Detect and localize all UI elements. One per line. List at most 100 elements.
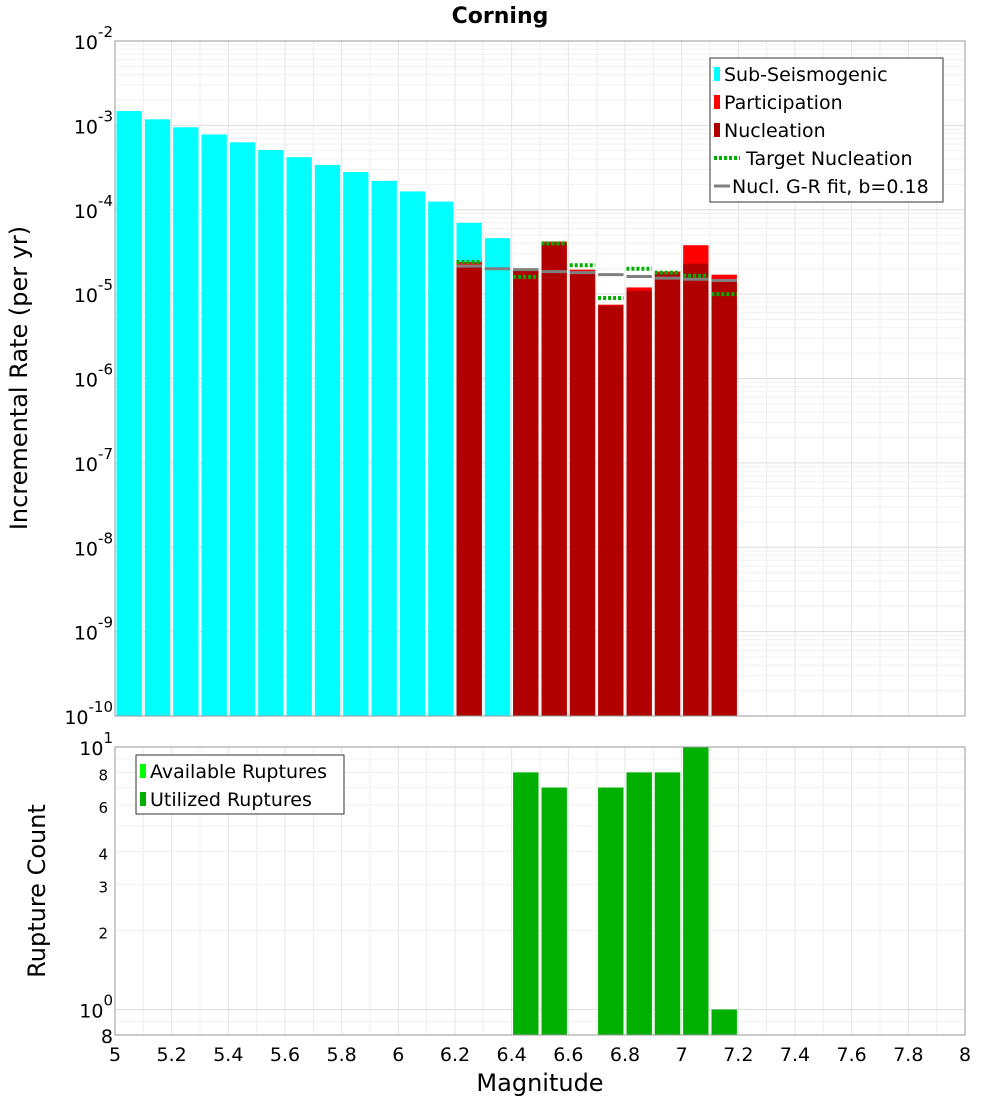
chart-title: Corning [452,4,549,29]
sub-seismogenic-bar [399,191,426,717]
y-tick-label: 6 [98,799,108,817]
x-ticks: 5 5.2 5.4 5.6 5.8 6 6.2 6.4 6.6 6.8 7 7.2 7.4 7.6 7.8 8 [109,1044,971,1066]
y-tick-label: 10-9 [74,614,113,645]
x-tick-label: 7.8 [893,1044,923,1066]
y-tick-label: 10-6 [74,361,113,392]
legend-label: Available Ruptures [150,761,327,783]
legend-label: Sub-Seismogenic [724,64,888,86]
x-tick-label: 6.4 [497,1044,527,1066]
x-tick-label: 7.4 [780,1044,810,1066]
utilized-ruptures-bar [626,772,652,1035]
sub-seismogenic-bar [201,134,227,717]
x-tick-label: 6 [392,1044,404,1066]
y-tick-label: 10-8 [74,529,113,560]
utilized-ruptures-bar [513,772,539,1035]
rate-plot-grid [114,40,966,717]
x-tick-label: 7.2 [723,1044,753,1066]
legend-label: Nucleation [724,120,826,142]
y-tick-label: 10-5 [74,276,113,307]
x-tick-label: 8 [959,1044,971,1066]
sub-seismogenic-bar [314,164,341,716]
legend-entry-nucleation: Nucleation [714,120,826,142]
y-tick-label: 3 [98,878,108,896]
legend-entry-nucl-g-r-fit-b-0-18: Nucl. G-R fit, b=0.18 [714,176,929,198]
y-tick-label: 10-7 [74,445,113,476]
sub-seismogenic-bar [343,172,369,716]
y-tick-label: 10-10 [64,698,113,729]
y-tick-label: 2 [98,925,108,943]
x-tick-label: 6.6 [553,1044,583,1066]
x-tick-label: 5.8 [327,1044,357,1066]
nucleation-bar [456,265,482,716]
legend-label: Participation [724,92,843,114]
utilized-ruptures-bar [598,787,624,1035]
x-tick-label: 5.2 [157,1044,187,1066]
y-tick-label: 8 [98,766,108,784]
rate-legend: Sub-Seismogenic Participation Nucleation Ta… [709,57,944,203]
x-tick-label: 7 [676,1044,688,1066]
legend-swatch [714,123,720,137]
count-plot-frame [114,746,966,1036]
x-tick-label: 5.6 [270,1044,300,1066]
nucleation-bar [711,280,737,716]
nucleation-bar [569,271,596,716]
legend-swatch [140,764,146,778]
nucleation-bar [626,290,652,716]
legend-label: Target Nucleation [745,148,913,170]
utilized-ruptures-bar [711,1009,737,1035]
legend-label: Nucl. G-R fit, b=0.18 [732,176,929,198]
y-tick-label: 10-3 [74,107,113,138]
legend-entry-utilized-ruptures: Utilized Ruptures [140,789,312,811]
y-tick-label: 8 [101,1026,113,1048]
y-tick-label: 4 [98,845,108,863]
nucleation-bar [598,305,624,716]
y-tick-label: 10-2 [74,23,113,54]
rate-plot-frame [114,40,966,717]
legend-entry-participation: Participation [714,92,843,114]
x-tick-label: 6.8 [610,1044,640,1066]
nucleation-bar [513,269,539,716]
legend-entry-available-ruptures: Available Ruptures [140,761,327,783]
count-legend: Available Ruptures Utilized Ruptures [135,754,345,815]
rate-plot-lines [456,241,737,300]
legend-box [135,754,345,815]
utilized-ruptures-bar [683,747,709,1035]
sub-seismogenic-bar [371,180,397,716]
count-plot: 8 100 2 3 4 6 8 101 5 5.2 5.4 5.6 5.8 6 6.2 6.4 6.6 6.8 7… [23,729,971,1097]
sub-seismogenic-bar [258,150,284,716]
rate-plot: 10-10 10-9 10-8 10-7 10-6 10-5 10-4 10-3 10-2 In… [5,23,966,729]
legend-swatch [140,792,146,806]
x-tick-label: 6.2 [440,1044,470,1066]
sub-seismogenic-bar [428,201,454,716]
x-tick-label: 5.4 [213,1044,243,1066]
utilized-ruptures-bar [541,787,567,1035]
x-tick-label: 5 [109,1044,121,1066]
y-tick-label: 10-4 [74,192,113,223]
x-axis-label: Magnitude [476,1069,603,1097]
legend-swatch [714,95,720,109]
rate-y-axis-label: Incremental Rate (per yr) [5,226,33,530]
y-tick-label: 101 [79,729,113,760]
count-y-ticks: 8 100 2 3 4 6 8 101 [79,729,113,1048]
y-tick-label: 100 [79,992,113,1023]
nucleation-bar [683,263,709,716]
legend-label: Utilized Ruptures [150,789,312,811]
rate-plot-bars [116,111,737,717]
count-y-axis-label: Rupture Count [23,804,51,978]
sub-seismogenic-bar [286,157,312,717]
count-plot-bars [513,747,737,1035]
sub-seismogenic-bar [229,142,256,716]
sub-seismogenic-bar [173,127,199,716]
utilized-ruptures-bar [654,772,681,1035]
nucleation-bar [654,273,681,716]
sub-seismogenic-bar [116,111,142,717]
x-tick-label: 7.6 [837,1044,867,1066]
sub-seismogenic-bar [484,238,511,716]
legend-entry-sub-seismogenic: Sub-Seismogenic [714,64,888,86]
rate-y-ticks: 10-10 10-9 10-8 10-7 10-6 10-5 10-4 10-3 10-2 [64,23,113,729]
legend-box [709,57,944,203]
nucleation-bar [541,243,567,717]
sub-seismogenic-bar [144,119,171,717]
legend-swatch [714,67,720,81]
